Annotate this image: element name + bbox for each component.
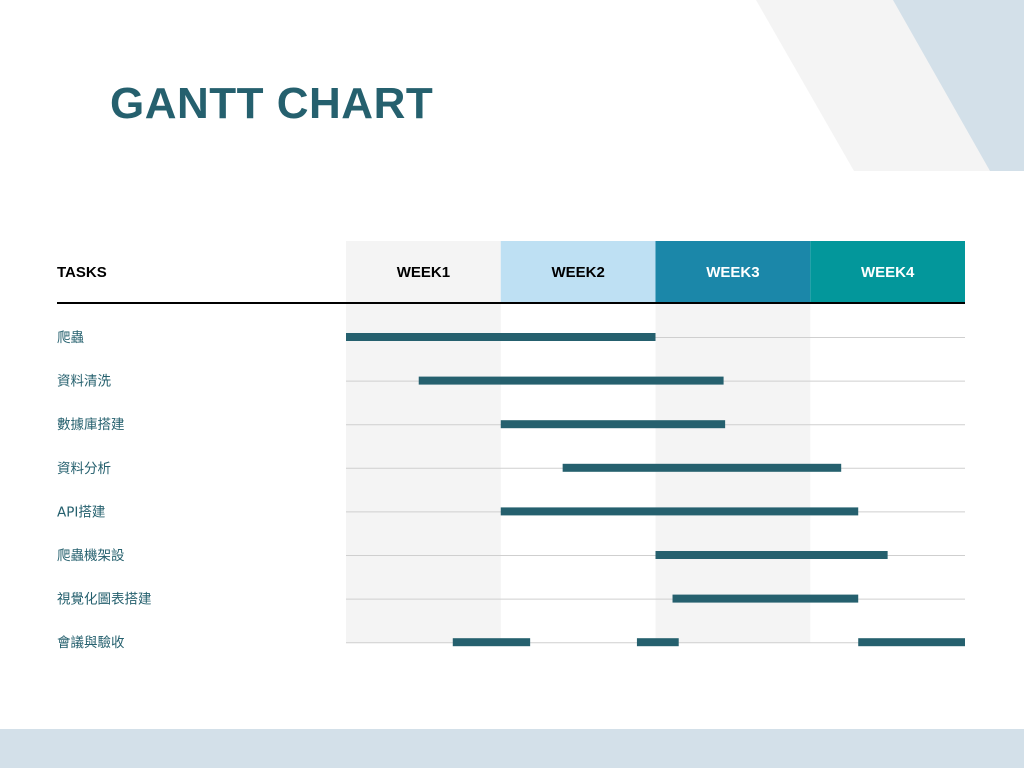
week-header-cell-3 <box>655 241 811 302</box>
week-label-3: WEEK3 <box>706 264 759 281</box>
week-label-1: WEEK1 <box>397 264 450 281</box>
task-bar-5-1 <box>500 507 859 516</box>
task-label-1: 爬蟲 <box>57 330 84 346</box>
week-header-cell-2 <box>500 241 656 302</box>
task-bar-8-3 <box>858 638 965 647</box>
task-bar-8-1 <box>452 638 531 647</box>
task-label-7: 視覺化圖表搭建 <box>57 592 152 608</box>
week-header-cell-4 <box>810 241 965 302</box>
task-bar-4-1 <box>562 463 842 472</box>
tasks-header: TASKS <box>57 264 107 281</box>
decor-blue-band <box>893 0 1024 171</box>
week-header-cell-1 <box>346 241 501 302</box>
footer-band <box>0 729 1024 768</box>
task-bar-7-1 <box>672 594 859 603</box>
task-bar-2-1 <box>418 376 724 385</box>
task-label-3: 數據庫搭建 <box>57 417 125 433</box>
task-bar-6-1 <box>655 551 888 559</box>
task-label-4: 資料分析 <box>57 461 111 477</box>
task-bar-1-1 <box>346 333 656 341</box>
task-label-8: 會議與驗收 <box>57 634 125 651</box>
week-label-2: WEEK2 <box>551 264 604 281</box>
page-title: GANTT CHART <box>110 79 434 128</box>
week-stripe-1 <box>346 302 501 643</box>
decor-light-band <box>756 0 1024 171</box>
week-stripe-3 <box>655 302 811 643</box>
task-label-2: 資料清洗 <box>57 374 111 390</box>
task-label-5: API搭建 <box>57 504 105 520</box>
task-bar-3-1 <box>500 420 726 429</box>
week-label-4: WEEK4 <box>861 264 915 281</box>
task-label-6: 爬蟲機架設 <box>57 548 125 564</box>
task-bar-8-2 <box>636 638 679 647</box>
